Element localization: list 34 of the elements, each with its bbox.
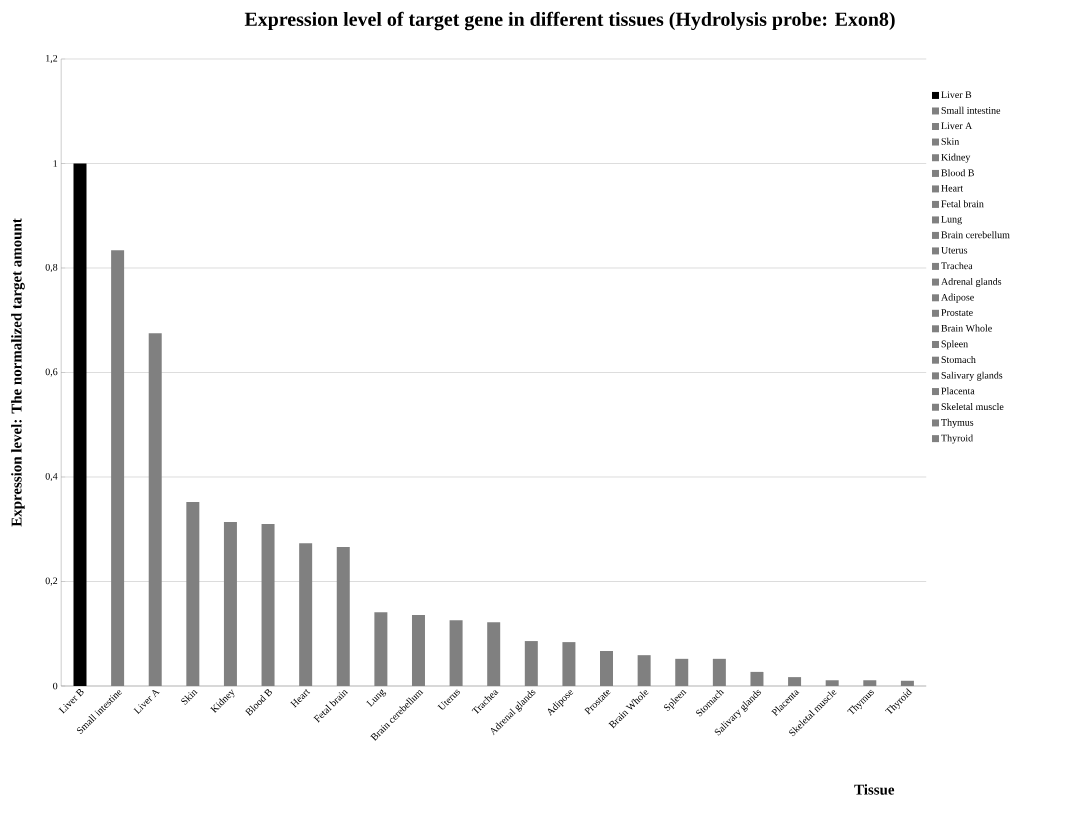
y-tick-label: 0: [53, 682, 58, 690]
y-tick-label: 0,2: [45, 577, 58, 586]
legend-label: Brain Whole: [941, 324, 992, 332]
y-tick-label: 0,8: [45, 263, 58, 273]
legend-label: Blood B: [941, 169, 974, 177]
x-axis-title: Tissue: [854, 784, 895, 795]
y-axis-title: Expression level: The normalized target amount: [11, 218, 25, 527]
legend-label: Brain cerebellum: [941, 231, 1010, 239]
legend-label: Lung: [941, 215, 962, 225]
legend-label: Thyroid: [941, 434, 973, 444]
legend-label: Liver A: [941, 122, 973, 130]
legend-label: Kidney: [941, 153, 971, 163]
legend-label: Small intestine: [941, 106, 1001, 114]
y-tick-label: 0,4: [45, 472, 58, 482]
legend-label: Heart: [941, 184, 964, 192]
legend-label: Spleen: [941, 340, 968, 350]
y-tick-label: 1: [53, 160, 58, 167]
legend-label: Liver B: [941, 91, 972, 99]
legend-label: Placenta: [941, 387, 975, 395]
legend-label: Trachea: [941, 262, 973, 270]
legend-label: Thymus: [941, 418, 974, 428]
legend-label: Adipose: [941, 293, 974, 303]
legend-label: Salivary glands: [941, 371, 1003, 381]
legend-label: Uterus: [941, 246, 968, 254]
legend-label: Fetal brain: [941, 200, 984, 208]
y-tick-label: 0,6: [45, 368, 58, 377]
legend-label: Skin: [941, 137, 960, 145]
y-tick-label: 1,2: [46, 54, 58, 64]
legend-label: Stomach: [941, 355, 976, 363]
chart-title: Expression level of target gene in different tissues (Hydrolysis probe: Exon8): [244, 11, 895, 31]
legend-label: Skeletal muscle: [941, 403, 1004, 411]
legend-label: Adrenal glands: [941, 277, 1002, 287]
x-tick-label: Skin: [181, 690, 198, 705]
legend-label: Prostate: [941, 309, 973, 316]
